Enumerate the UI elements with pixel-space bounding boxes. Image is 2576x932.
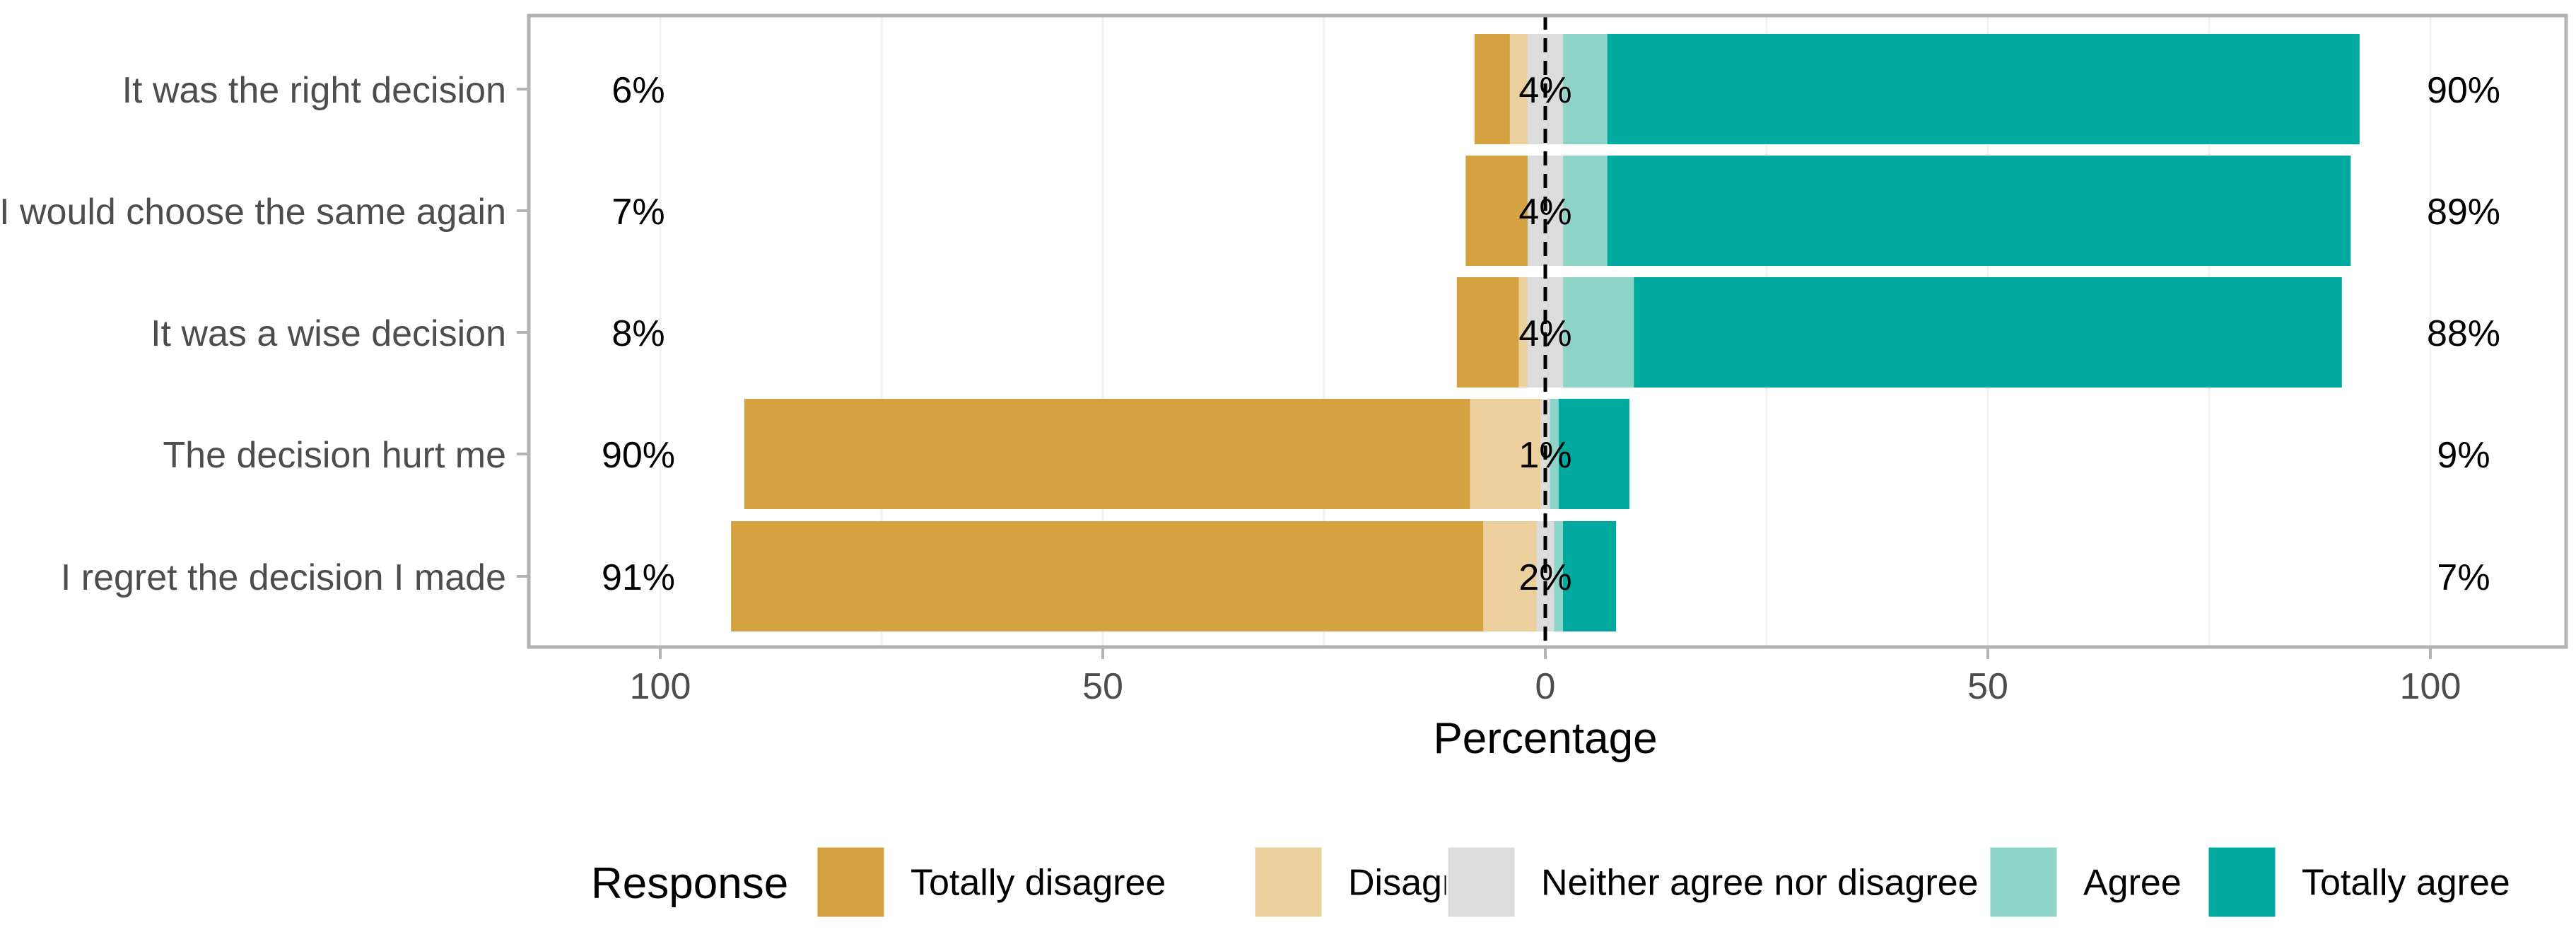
x-tick-label: 0 — [1535, 666, 1556, 707]
labels-layer: It was the right decision I would choose … — [0, 70, 2500, 598]
legend-key-totally-agree — [2206, 845, 2278, 919]
right-percent-label: 9% — [2437, 435, 2490, 476]
bar-totally-disagree — [1456, 277, 1519, 388]
legend-label-neither-agree-nor-disagree: Neither agree nor disagree — [1541, 863, 1979, 904]
bar-totally-agree — [1607, 156, 2351, 266]
bar-totally-agree — [1558, 399, 1629, 509]
x-tick-label: 100 — [2400, 666, 2461, 707]
legend-label-agree: Agree — [2083, 863, 2182, 904]
x-tick-label: 50 — [1967, 666, 2008, 707]
right-percent-label: 88% — [2427, 313, 2500, 354]
y-axis-label: I would choose the same again — [0, 192, 506, 233]
left-percent-label: 91% — [602, 557, 675, 598]
bar-totally-disagree — [731, 521, 1484, 631]
bar-disagree — [1509, 34, 1528, 144]
right-percent-label: 89% — [2427, 192, 2500, 233]
right-percent-label: 90% — [2427, 70, 2500, 111]
legend-label-totally-disagree: Totally disagree — [911, 863, 1166, 904]
legend-title: Response — [591, 859, 788, 908]
left-percent-label: 7% — [611, 192, 665, 233]
y-axis-label: It was the right decision — [122, 70, 506, 111]
y-axis-label: I regret the decision I made — [61, 557, 506, 598]
bar-disagree — [1518, 277, 1528, 388]
bar-totally-agree — [1634, 277, 2342, 388]
y-axis-label: The decision hurt me — [163, 435, 506, 476]
x-tick-label: 100 — [630, 666, 691, 707]
left-percent-label: 8% — [611, 313, 665, 354]
axis-layer: 100 50 0 50 100 — [517, 13, 2568, 707]
x-axis-title: Percentage — [1433, 714, 1657, 763]
right-percent-label: 7% — [2437, 557, 2490, 598]
x-tick-label: 50 — [1082, 666, 1123, 707]
bar-agree — [1550, 399, 1559, 509]
legend-key-totally-disagree — [815, 845, 886, 919]
left-percent-label: 90% — [602, 435, 675, 476]
legend-key-disagree — [1253, 845, 1324, 919]
bar-agree — [1563, 34, 1608, 144]
legend-key-neither-agree-nor-disagree — [1446, 845, 1517, 919]
bar-agree — [1554, 521, 1564, 631]
bar-disagree — [1470, 399, 1541, 509]
bar-agree — [1563, 156, 1608, 266]
legend-label-totally-agree: Totally agree — [2302, 863, 2510, 904]
bar-totally-disagree — [1465, 156, 1528, 266]
bars-layer — [731, 34, 2360, 631]
bar-agree — [1563, 277, 1634, 388]
bar-totally-agree — [1563, 521, 1617, 631]
bar-totally-agree — [1607, 34, 2360, 144]
bar-totally-disagree — [1474, 34, 1510, 144]
legend: Response Totally disagree Disagree Neither… — [591, 845, 2510, 919]
legend-key-agree — [1988, 845, 2059, 919]
bar-totally-disagree — [744, 399, 1470, 509]
left-percent-label: 6% — [611, 70, 665, 111]
y-axis-label: It was a wise decision — [151, 313, 506, 354]
bar-disagree — [1483, 521, 1537, 631]
